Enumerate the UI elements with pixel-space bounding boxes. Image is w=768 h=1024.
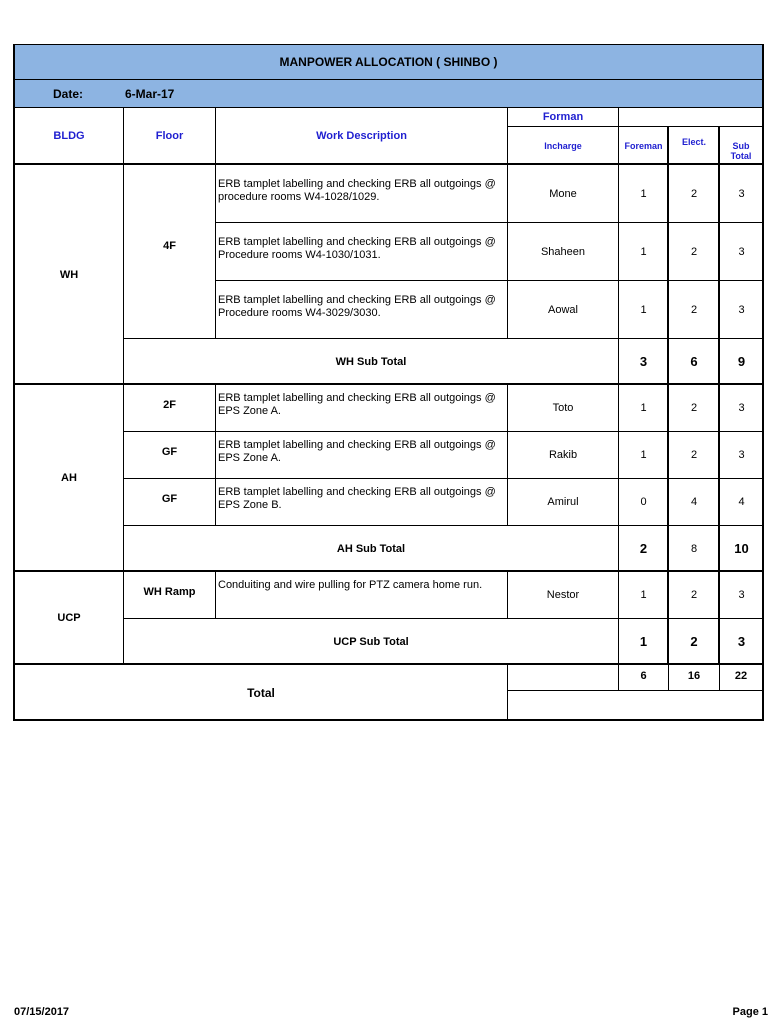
subtotal-count: 3 [719,571,764,619]
floor-cell: 2F [123,384,216,432]
foreman-count: 1 [618,164,669,223]
floor-cell: GF [123,478,216,526]
work-description: ERB tamplet labelling and checking ERB a… [215,280,508,339]
subtotal-elect: 8 [668,525,720,572]
incharge-cell: Shaheen [507,222,619,281]
subtotal-elect: 2 [668,618,720,665]
elect-count: 2 [668,384,720,432]
footer-page: Page 1 [732,1006,768,1018]
subtotal-foreman: 3 [618,338,669,385]
subtotal-label: UCP Sub Total [123,618,619,665]
divider [13,44,15,721]
subtotal-count: 3 [719,280,764,339]
incharge-cell: Aowal [507,280,619,339]
subtotal-foreman: 1 [618,618,669,665]
divider [667,126,669,664]
total-blank-lower [507,690,763,721]
subtotal-sub: 3 [719,618,764,665]
elect-count: 2 [668,280,720,339]
date-value: 6-Mar-17 [125,86,175,101]
foreman-count: 1 [618,384,669,432]
header-subtotal: Sub Total [719,126,763,165]
floor-cell: WH Ramp [123,571,216,619]
total-label: Total [14,664,508,721]
date-label: Date: [53,86,84,101]
header-elect: Elect. [668,126,720,165]
incharge-cell: Amirul [507,478,619,526]
header-blank [618,107,763,127]
subtotal-count: 4 [719,478,764,526]
divider [762,44,764,721]
foreman-count: 1 [618,280,669,339]
incharge-cell: Toto [507,384,619,432]
work-description: ERB tamplet labelling and checking ERB a… [215,222,508,281]
bldg-cell: AH [14,384,124,572]
total-sub: 22 [719,664,763,691]
work-description: ERB tamplet labelling and checking ERB a… [215,478,508,526]
header-incharge: Incharge [507,126,619,165]
subtotal-label: AH Sub Total [123,525,619,572]
floor-cell: 4F [123,164,216,339]
foreman-count: 0 [618,478,669,526]
header-forman: Forman [507,107,619,127]
sheet-title: MANPOWER ALLOCATION ( SHINBO ) [14,44,763,80]
incharge-cell: Mone [507,164,619,223]
elect-count: 2 [668,164,720,223]
subtotal-sub: 10 [719,525,764,572]
header-foreman: Foreman [618,126,669,165]
floor-cell: GF [123,431,216,479]
elect-count: 2 [668,571,720,619]
subtotal-label: WH Sub Total [123,338,619,385]
work-description: ERB tamplet labelling and checking ERB a… [215,164,508,223]
incharge-cell: Rakib [507,431,619,479]
subtotal-count: 3 [719,222,764,281]
elect-count: 2 [668,431,720,479]
work-description: ERB tamplet labelling and checking ERB a… [215,431,508,479]
divider [14,163,763,165]
elect-count: 4 [668,478,720,526]
footer-date: 07/15/2017 [14,1006,70,1018]
header-floor: Floor [123,107,216,165]
subtotal-count: 3 [719,164,764,223]
subtotal-elect: 6 [668,338,720,385]
total-foreman: 6 [618,664,669,691]
foreman-count: 1 [618,222,669,281]
elect-count: 2 [668,222,720,281]
bldg-cell: WH [14,164,124,385]
foreman-count: 1 [618,571,669,619]
incharge-cell: Nestor [507,571,619,619]
subtotal-foreman: 2 [618,525,669,572]
divider [14,570,763,572]
subtotal-count: 3 [719,431,764,479]
subtotal-count: 3 [719,384,764,432]
work-description: ERB tamplet labelling and checking ERB a… [215,384,508,432]
total-elect: 16 [668,664,720,691]
divider [14,663,763,665]
divider [718,126,720,664]
header-bldg: BLDG [14,107,124,165]
foreman-count: 1 [618,431,669,479]
divider [14,383,763,385]
subtotal-sub: 9 [719,338,764,385]
bldg-cell: UCP [14,571,124,665]
date-row: Date: 6-Mar-17 [14,79,763,108]
header-work-description: Work Description [215,107,508,165]
total-blank [507,664,619,691]
divider [14,719,764,721]
work-description: Conduiting and wire pulling for PTZ came… [215,571,508,619]
